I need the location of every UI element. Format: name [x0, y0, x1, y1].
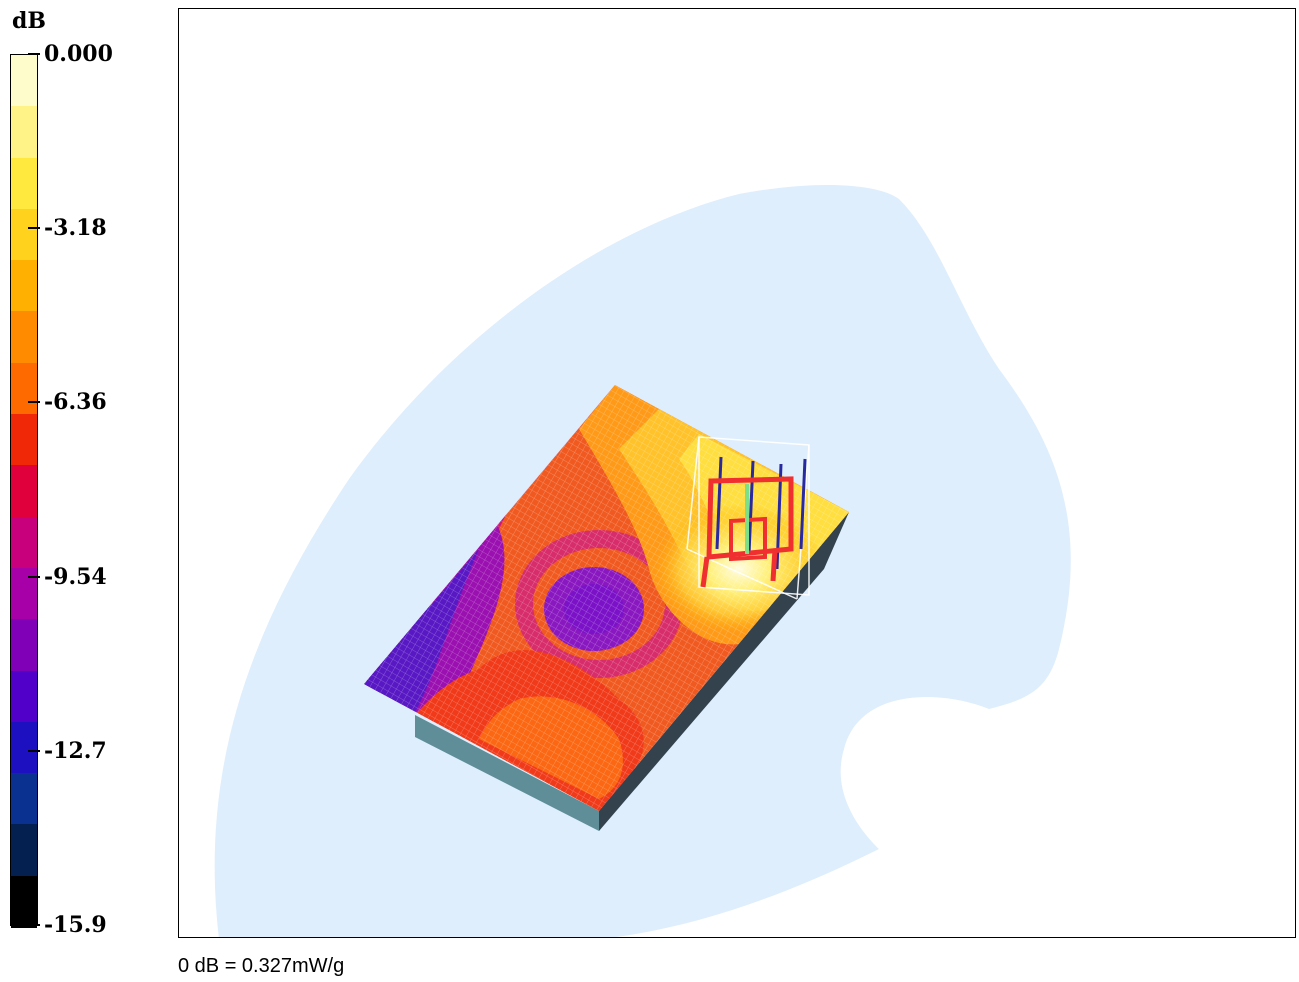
legend-color-segment — [11, 414, 37, 467]
legend-color-segment — [11, 721, 37, 775]
legend-tick-mark — [28, 924, 40, 926]
sar-3d-view — [178, 8, 1296, 938]
legend-tick-mark — [28, 53, 40, 55]
legend-tick-label: -12.7 — [44, 738, 107, 764]
legend-color-segment — [11, 362, 37, 416]
legend-tick-label: -9.54 — [44, 564, 107, 590]
legend-color-segment — [11, 516, 37, 569]
legend-color-segment — [11, 773, 37, 826]
legend-unit-label: dB — [12, 8, 46, 34]
plate-side-front — [415, 715, 599, 831]
legend-color-segment — [11, 157, 37, 210]
legend-color-segment — [11, 619, 37, 672]
legend-tick-label: 0.000 — [44, 41, 113, 67]
legend-color-segment — [11, 875, 37, 928]
legend-color-segment — [11, 824, 37, 877]
legend-tick-mark — [28, 401, 40, 403]
legend-color-segment — [11, 260, 37, 313]
legend-color-segment — [11, 106, 37, 159]
device-wireframe — [686, 436, 810, 600]
legend-tick-label: -15.9 — [44, 912, 107, 938]
legend-tick-mark — [28, 227, 40, 229]
legend-tick-label: -3.18 — [44, 215, 107, 241]
color-scale-bar — [10, 54, 38, 928]
legend-color-segment — [11, 311, 37, 364]
sar-scene-svg — [214, 184, 1071, 937]
legend-color-segment — [11, 670, 37, 723]
legend-color-segment — [11, 208, 37, 262]
legend-color-segment — [11, 465, 37, 518]
sar-reference-value: 0 dB = 0.327mW/g — [178, 955, 345, 977]
legend-color-segment — [11, 55, 37, 108]
legend-tick-label: -6.36 — [44, 389, 107, 415]
legend-tick-mark — [28, 576, 40, 578]
legend-tick-mark — [28, 750, 40, 752]
plate-side-right — [599, 512, 849, 831]
